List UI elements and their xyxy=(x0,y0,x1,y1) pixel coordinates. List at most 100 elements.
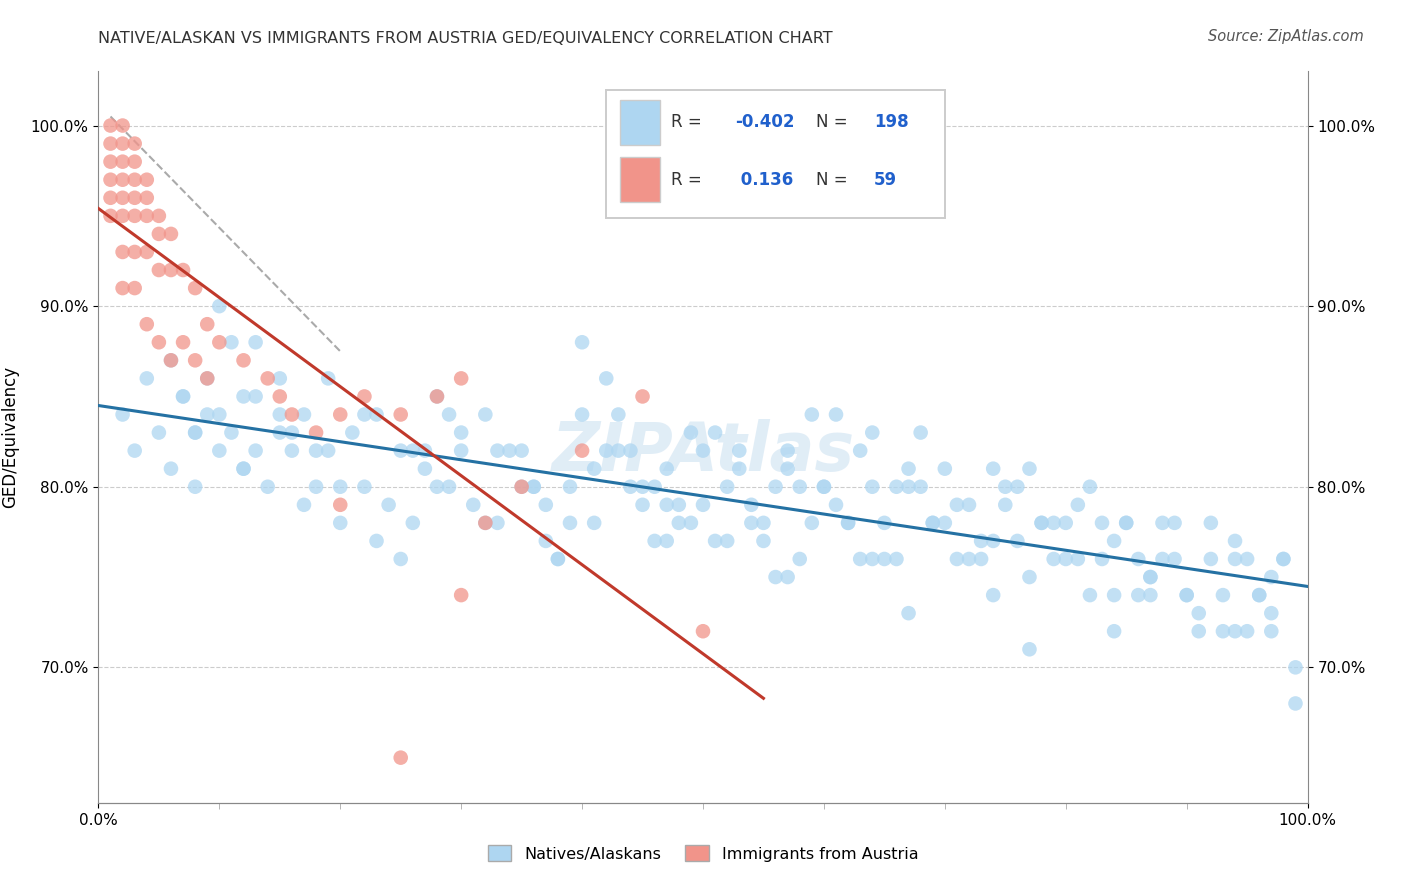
Point xyxy=(208,408,231,422)
Point xyxy=(534,498,557,512)
Point xyxy=(981,461,1004,475)
Point xyxy=(366,408,388,422)
Point xyxy=(1199,552,1222,566)
Point xyxy=(160,263,183,277)
Point xyxy=(994,498,1017,512)
Point xyxy=(100,209,122,223)
Point xyxy=(523,480,546,494)
Point xyxy=(353,408,375,422)
Point xyxy=(184,425,207,440)
Point xyxy=(245,389,267,403)
Point xyxy=(789,552,811,566)
Point xyxy=(135,191,157,205)
Point xyxy=(148,227,170,241)
Point xyxy=(389,552,412,566)
Point xyxy=(124,154,146,169)
Point xyxy=(837,516,859,530)
Point xyxy=(1152,552,1174,566)
Point xyxy=(195,408,218,422)
Point xyxy=(281,425,304,440)
Point xyxy=(450,371,472,385)
Point xyxy=(631,498,654,512)
Point xyxy=(970,533,993,548)
Point xyxy=(1163,552,1185,566)
Point xyxy=(644,533,666,548)
Point xyxy=(934,516,956,530)
Point xyxy=(329,498,352,512)
Point xyxy=(172,263,194,277)
Y-axis label: GED/Equivalency: GED/Equivalency xyxy=(1,366,20,508)
Point xyxy=(413,461,436,475)
Point xyxy=(208,299,231,313)
Point xyxy=(389,443,412,458)
Point xyxy=(1031,516,1053,530)
Point xyxy=(208,443,231,458)
Point xyxy=(679,425,702,440)
Point xyxy=(232,461,254,475)
Point xyxy=(486,443,509,458)
Point xyxy=(450,425,472,440)
Point xyxy=(1260,624,1282,639)
Point xyxy=(692,498,714,512)
Point xyxy=(124,172,146,186)
Point xyxy=(256,371,278,385)
Point xyxy=(934,461,956,475)
Point xyxy=(1249,588,1271,602)
Point xyxy=(172,335,194,350)
Point xyxy=(160,227,183,241)
Point xyxy=(619,443,641,458)
Point xyxy=(111,154,134,169)
Point xyxy=(1054,552,1077,566)
Point xyxy=(195,371,218,385)
Point xyxy=(704,533,727,548)
Point xyxy=(269,408,291,422)
Point xyxy=(655,533,678,548)
Point xyxy=(981,533,1004,548)
Point xyxy=(752,516,775,530)
Point xyxy=(232,353,254,368)
Point xyxy=(195,317,218,331)
Point xyxy=(994,480,1017,494)
Point xyxy=(221,425,243,440)
Point xyxy=(124,209,146,223)
Point xyxy=(366,533,388,548)
Point xyxy=(1188,606,1211,620)
Point xyxy=(655,461,678,475)
Point xyxy=(498,443,520,458)
Point xyxy=(873,516,896,530)
Point xyxy=(292,408,315,422)
Point xyxy=(728,461,751,475)
Point xyxy=(1067,498,1090,512)
Point xyxy=(124,191,146,205)
Point xyxy=(160,353,183,368)
Point xyxy=(534,533,557,548)
Point xyxy=(389,408,412,422)
Point xyxy=(510,443,533,458)
Point xyxy=(100,154,122,169)
Point xyxy=(148,263,170,277)
Point xyxy=(740,498,762,512)
Point xyxy=(1236,552,1258,566)
Point xyxy=(946,552,969,566)
Point xyxy=(595,371,617,385)
Point xyxy=(124,281,146,295)
Point xyxy=(1139,570,1161,584)
Point xyxy=(668,498,690,512)
Point xyxy=(1212,624,1234,639)
Point xyxy=(1260,606,1282,620)
Point xyxy=(100,119,122,133)
Point xyxy=(269,425,291,440)
Point xyxy=(1091,516,1114,530)
Point xyxy=(716,480,738,494)
Point xyxy=(776,443,799,458)
Point xyxy=(474,516,496,530)
Point xyxy=(740,516,762,530)
Point xyxy=(426,389,449,403)
Point xyxy=(728,443,751,458)
Point xyxy=(281,408,304,422)
Point xyxy=(426,480,449,494)
Point xyxy=(1175,588,1198,602)
Point xyxy=(111,172,134,186)
Point xyxy=(558,480,581,494)
Point xyxy=(402,516,425,530)
